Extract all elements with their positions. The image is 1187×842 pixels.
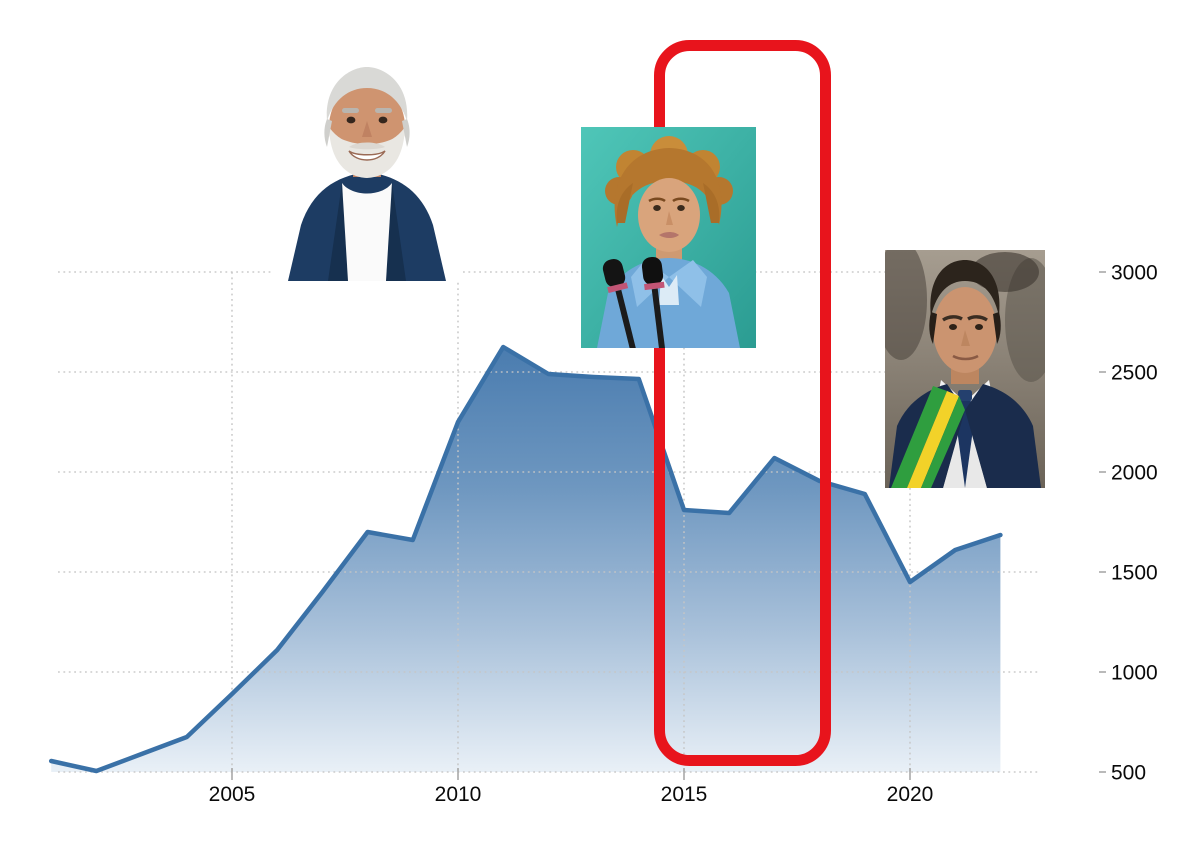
bolsonaro-portrait-illustration xyxy=(885,250,1045,488)
tick-marks xyxy=(231,271,1106,780)
y-tick-label: 1000 xyxy=(1111,662,1158,685)
highlight-annotation-rect xyxy=(654,40,831,766)
x-tick-label: 2020 xyxy=(887,783,934,806)
y-tick-label: 500 xyxy=(1111,762,1146,785)
x-tick-label: 2005 xyxy=(209,783,256,806)
x-axis-labels: 2005 2010 2015 2020 xyxy=(209,783,934,806)
y-axis-labels: 500 1000 1500 2000 2500 3000 xyxy=(1111,262,1158,785)
area-fill xyxy=(51,347,1001,772)
horizontal-gridlines xyxy=(58,271,1040,773)
y-tick-label: 2000 xyxy=(1111,462,1158,485)
x-tick-label: 2010 xyxy=(435,783,482,806)
x-tick-label: 2015 xyxy=(661,783,708,806)
dilma-portrait-illustration xyxy=(581,127,756,348)
lula-portrait-illustration xyxy=(272,55,462,281)
vertical-gridlines xyxy=(231,272,911,772)
y-tick-label: 1500 xyxy=(1111,562,1158,585)
trend-line xyxy=(48,344,1003,774)
y-tick-label: 3000 xyxy=(1111,262,1158,285)
y-tick-label: 2500 xyxy=(1111,362,1158,385)
photo-dilma xyxy=(581,127,756,348)
photo-bolsonaro xyxy=(885,250,1045,488)
photo-lula xyxy=(272,55,462,281)
